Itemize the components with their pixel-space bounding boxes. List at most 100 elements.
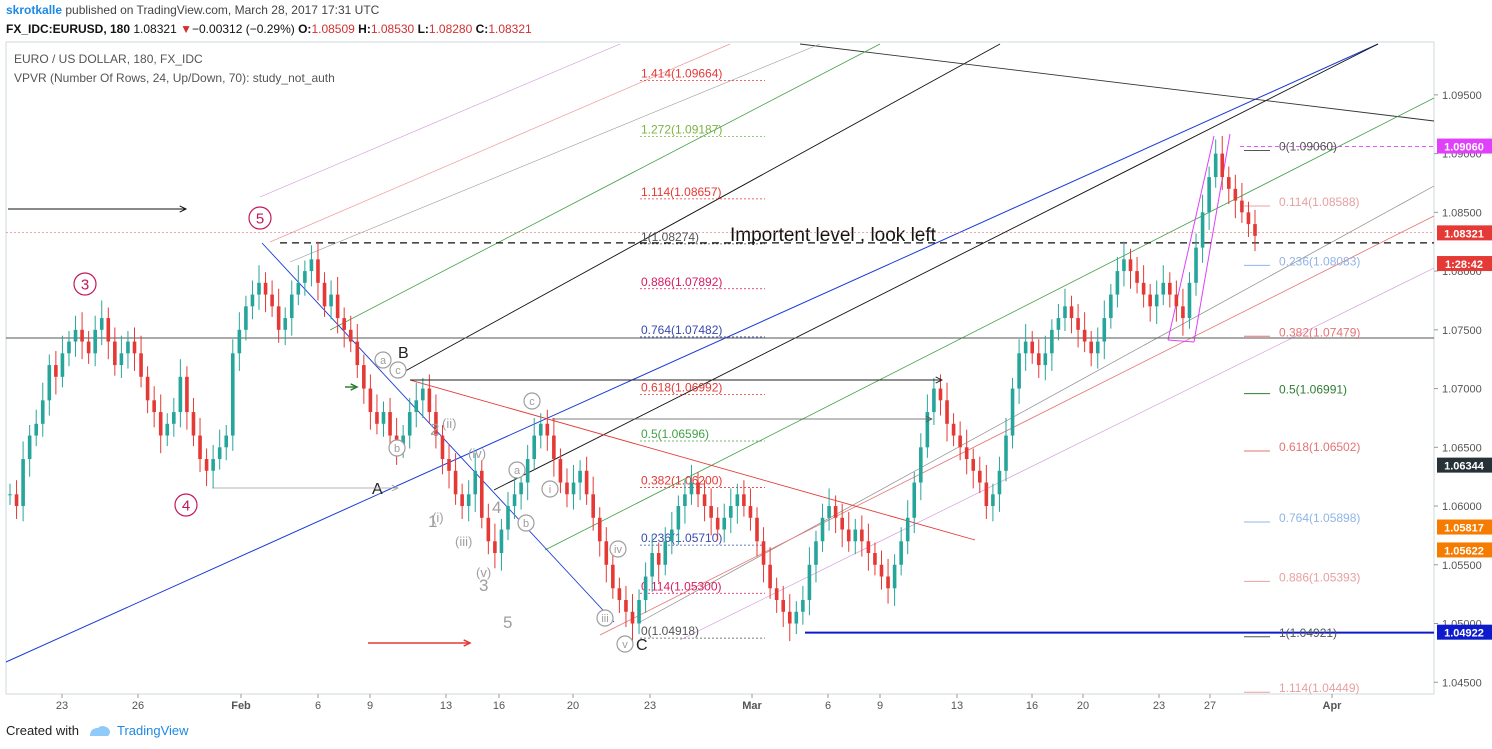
y-tick-label: 1.05500	[1442, 560, 1482, 572]
candle-body	[40, 400, 45, 424]
candle-body	[466, 494, 471, 507]
candle-body	[421, 388, 425, 401]
candle-body	[257, 282, 261, 295]
candle-body	[237, 329, 242, 354]
candle-body	[158, 412, 163, 436]
candle-body	[1226, 177, 1231, 189]
candle-body	[1095, 341, 1100, 354]
candle-body	[643, 576, 648, 601]
author-name[interactable]: skrotkalle	[6, 3, 63, 17]
open-label: O:	[298, 22, 312, 36]
fib-left-label-7: 0.5(1.06596)	[641, 427, 709, 441]
publish-header: skrotkalle published on TradingView.com,…	[6, 3, 379, 17]
circle-wave-label-8: iv	[614, 544, 622, 556]
candle-body	[1233, 188, 1238, 201]
x-tick-label: 13	[951, 700, 963, 712]
fib-right-label-0: 0(1.09060)	[1279, 140, 1337, 154]
circle-wave-label-1: c	[395, 365, 401, 377]
candle-body	[840, 517, 844, 530]
candle-body	[945, 400, 949, 424]
fib-left-label-11: 0(1.04918)	[641, 624, 699, 638]
candle-body	[244, 306, 248, 330]
candle-body	[493, 541, 497, 554]
candle-body	[427, 388, 432, 413]
candle-body	[558, 459, 563, 483]
candle-body	[1240, 200, 1244, 213]
candle-body	[565, 482, 569, 495]
candle-body	[1154, 294, 1159, 307]
candle-body	[951, 423, 956, 436]
circle-wave-label-6-circle	[541, 480, 559, 498]
wave-label-5-circle	[248, 206, 272, 230]
minor-wave-label-1: 2	[430, 420, 439, 439]
candle-body	[479, 470, 484, 518]
candle-body	[230, 353, 235, 436]
candle-body	[768, 564, 772, 589]
candle-body	[656, 553, 661, 565]
roman-wave-label-0: (i)	[432, 510, 444, 525]
candle-body	[204, 459, 209, 471]
trend-line-3	[799, 43, 1435, 122]
candle-body	[787, 611, 792, 624]
plot-border	[5, 41, 1435, 695]
candle-body	[132, 341, 137, 354]
important-level-label: Importent level , look left	[730, 225, 937, 246]
x-tick-label: 9	[367, 700, 373, 712]
price-tag-label-1: 1.08321	[1444, 228, 1484, 240]
candle-body	[178, 376, 183, 413]
candle-body	[794, 611, 799, 624]
trend-line-1	[397, 43, 1001, 376]
candle-body	[801, 600, 805, 612]
trend-line-8	[599, 215, 1435, 636]
candle-body	[892, 564, 897, 589]
low-label: L:	[417, 22, 429, 36]
y-tick-label: 1.06500	[1442, 442, 1482, 454]
down-triangle-icon: ▼	[180, 22, 192, 36]
fib-right-label-7: 0.886(1.05393)	[1279, 570, 1360, 584]
candle-body	[866, 541, 871, 554]
annotations: 345ABC12345(i)(ii)(iii)(iv)(v)acbabciiii…	[8, 205, 944, 654]
trend-line-12	[261, 242, 615, 623]
wave-label-C: C	[636, 637, 648, 654]
y-axis: 1.095001.090001.085001.080001.075001.070…	[1434, 90, 1482, 689]
x-tick-label: 20	[1077, 700, 1089, 712]
circle-wave-label-4: b	[523, 518, 529, 530]
candle-body	[113, 341, 117, 366]
candle-body	[774, 588, 779, 601]
candle-body	[538, 423, 543, 436]
candle-body	[388, 412, 392, 436]
candle-body	[630, 611, 635, 624]
candle-body	[1030, 341, 1035, 354]
fib-right-label-6: 0.764(1.05898)	[1279, 511, 1360, 525]
candle-body	[499, 529, 504, 554]
candle-body	[748, 506, 753, 518]
roman-wave-label-3: (iv)	[468, 446, 486, 461]
candle-body	[1161, 282, 1166, 295]
candle-body	[27, 435, 32, 460]
candle-body	[597, 517, 602, 542]
candle-body	[755, 517, 759, 542]
arrow-green-head	[350, 383, 359, 391]
footer: Created with	[6, 723, 79, 738]
fib-right-label-4: 0.5(1.06991)	[1279, 383, 1347, 397]
circle-wave-label-2-circle	[388, 439, 406, 457]
candle-body	[1213, 153, 1218, 178]
low-value: 1.08280	[428, 22, 473, 36]
circle-wave-label-3: a	[514, 465, 521, 477]
y-tick-label: 1.09500	[1442, 90, 1482, 102]
candle-body	[1069, 306, 1074, 319]
candle-body	[335, 294, 340, 319]
candle-body	[1174, 294, 1179, 307]
candle-body	[453, 470, 458, 495]
candle-body	[106, 318, 111, 342]
candle-body	[1141, 282, 1146, 295]
candle-body	[696, 482, 700, 495]
trend-line-10	[259, 43, 621, 198]
trend-line-4	[544, 97, 1435, 551]
x-tick-label: 6	[825, 700, 831, 712]
x-tick-label: Feb	[231, 700, 251, 712]
candle-body	[1102, 318, 1107, 342]
footer-brand[interactable]: TradingView	[117, 723, 189, 738]
circle-wave-label-8-circle	[609, 540, 627, 558]
